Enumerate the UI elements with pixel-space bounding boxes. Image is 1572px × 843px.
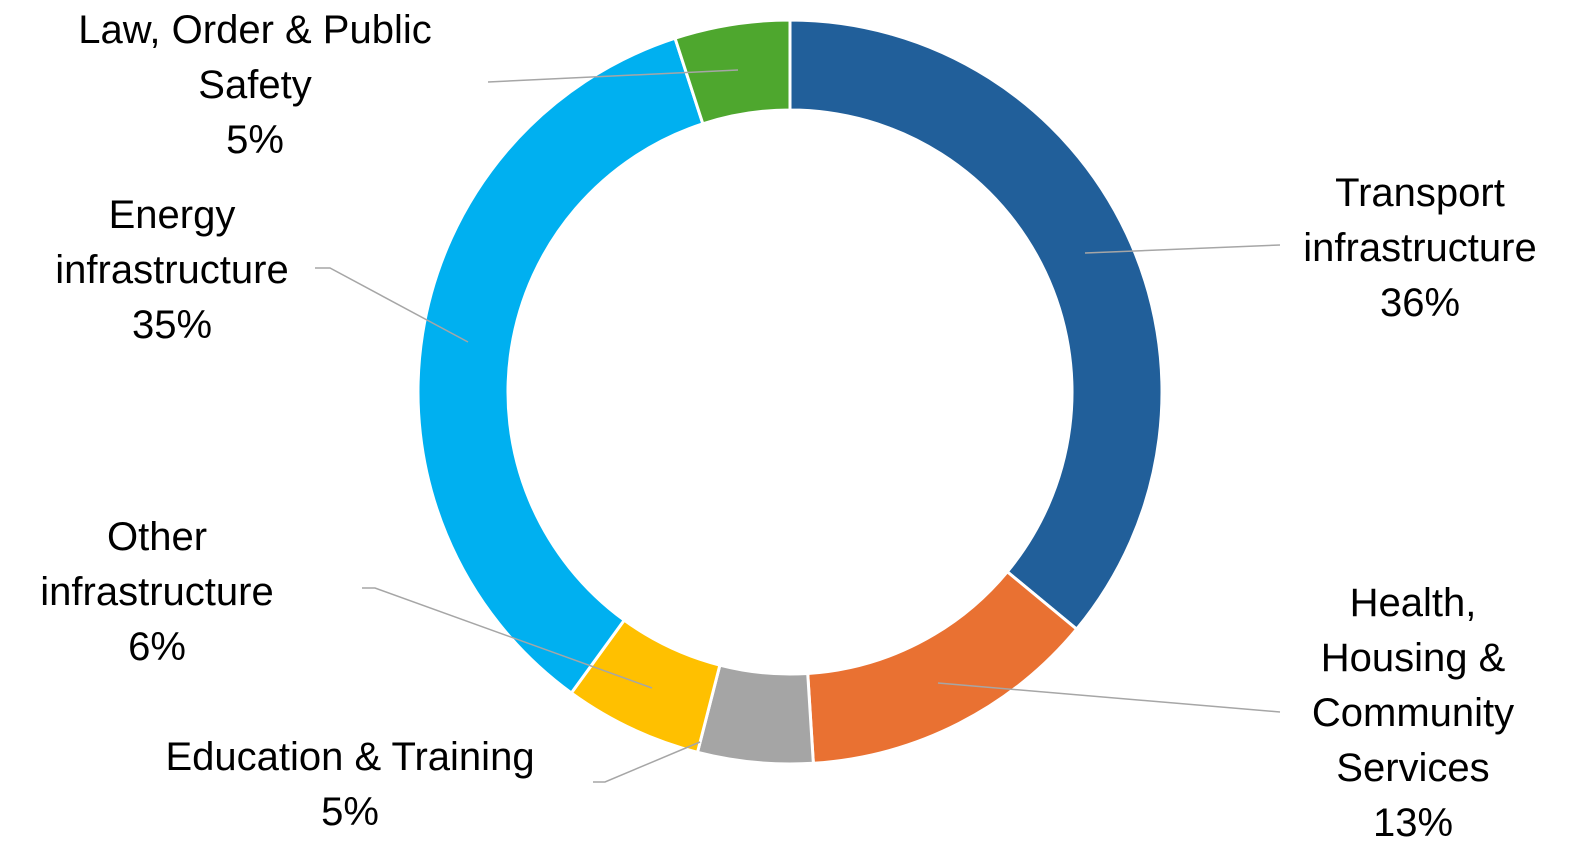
value-label: 13% (1372, 801, 1454, 843)
value-label: 5% (321, 790, 379, 834)
value-label: 35% (131, 303, 213, 347)
leader-line (593, 741, 701, 783)
slice (806, 569, 1079, 765)
data-label: Law, Order & Public Safety 5% (35, 3, 475, 168)
category-label: Transport infrastructure (1303, 171, 1537, 270)
leader-line (937, 682, 1281, 713)
slice (788, 18, 1164, 632)
data-label: Transport infrastructure 36% (1270, 166, 1570, 331)
leader-line (1084, 244, 1281, 254)
value-label: 5% (226, 118, 284, 162)
data-label: Other infrastructure 6% (7, 510, 307, 675)
slice (673, 18, 792, 126)
category-label: Health, Housing & Community Services (1311, 581, 1515, 790)
value-label: 6% (128, 625, 186, 669)
category-label: Other infrastructure (40, 515, 274, 614)
leader-line (487, 69, 739, 83)
leader-line (315, 267, 469, 343)
data-label: Education & Training 5% (115, 730, 585, 840)
category-label: Energy infrastructure (55, 193, 289, 292)
data-label: Health, Housing & Community Services 13% (1278, 576, 1548, 843)
leader-line (362, 587, 653, 689)
category-label: Education & Training (165, 735, 535, 779)
data-label: Energy infrastructure 35% (22, 188, 322, 353)
slice (416, 36, 705, 696)
value-label: 36% (1379, 281, 1461, 325)
category-label: Law, Order & Public Safety (78, 8, 432, 107)
